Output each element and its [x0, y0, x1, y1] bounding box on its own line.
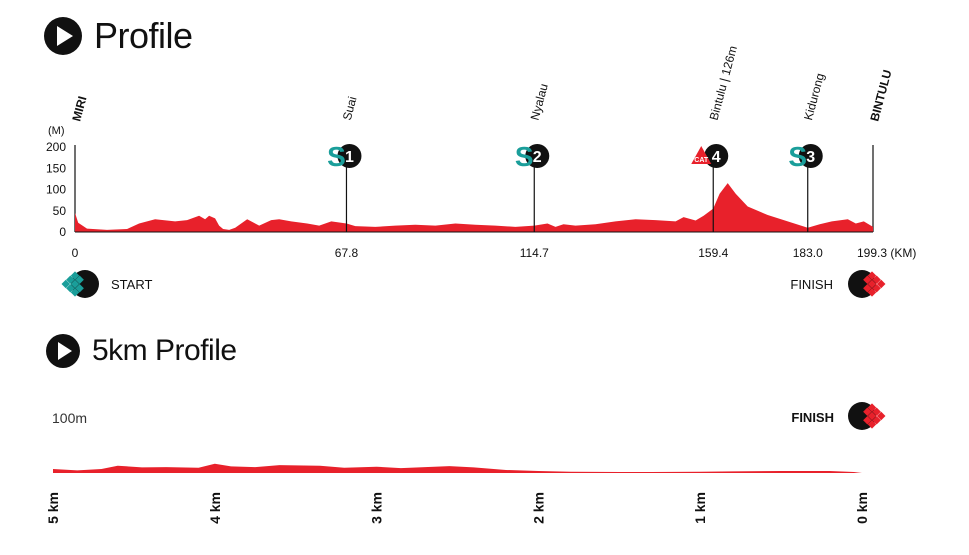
y-reference-label: 100m	[52, 410, 87, 426]
x-tick-label-5km: 2 km	[530, 492, 546, 524]
elevation-area	[75, 183, 873, 232]
marker-badge-number: 1	[345, 149, 354, 166]
marker-badge-number: 3	[806, 149, 815, 166]
marker-badge-number: 4	[712, 149, 721, 166]
x-tick-label: 114.7	[520, 246, 549, 260]
y-axis-label: (M)	[48, 125, 65, 137]
x-tick-label-5km: 4 km	[207, 492, 223, 524]
profile-heading: Profile	[44, 15, 193, 57]
marker-name: Nyalau	[528, 82, 551, 122]
finish-flag-icon-5km	[848, 402, 886, 430]
x-tick-label: 183.0	[793, 246, 823, 260]
start-flag-icon	[61, 270, 99, 298]
x-tick-label: 67.8	[335, 246, 359, 260]
play-icon	[46, 334, 80, 368]
x-tick-label-5km: 5 km	[45, 492, 61, 524]
climb-triangle-icon	[691, 146, 712, 164]
marker-sprint-3: Kidurong S 3	[788, 72, 827, 232]
x-tick-label-5km: 3 km	[369, 492, 385, 524]
marker-name: Bintulu | 126m	[707, 44, 740, 122]
y-tick-label: 200	[46, 140, 66, 154]
marker-badge-circle	[337, 144, 362, 168]
y-tick-label: 0	[59, 225, 66, 239]
climb-badge-label: CAT	[694, 157, 709, 164]
y-tick-label: 100	[46, 183, 66, 197]
x-tick-label-5km: 1 km	[692, 492, 708, 524]
finish-flag-icon	[848, 270, 886, 298]
marker-badge-number: 2	[533, 149, 542, 166]
start-town-label: MIRI	[69, 95, 89, 123]
sprint-badge-letter: S	[788, 141, 807, 172]
marker-name: Kidurong	[801, 72, 827, 122]
x-tick-label: 199.3 (KM)	[857, 246, 916, 260]
sprint-badge-letter: S	[327, 141, 346, 172]
profile-title: Profile	[94, 15, 193, 56]
finish-label: FINISH	[790, 277, 833, 292]
marker-name: Suai	[340, 95, 360, 122]
profile-5km-title: 5km Profile	[92, 334, 237, 367]
finish-town-label: BINTULU	[867, 68, 894, 123]
finish-label-5km: FINISH	[791, 410, 834, 425]
marker-badge-circle	[798, 144, 823, 168]
y-tick-label: 50	[53, 204, 67, 218]
marker-badge-circle	[525, 144, 550, 168]
x-tick-label: 0	[72, 246, 79, 260]
play-icon	[44, 17, 82, 55]
x-tick-label: 159.4	[698, 246, 728, 260]
marker-sprint-1: Suai S 1	[327, 95, 362, 232]
elevation-area-5km	[53, 463, 862, 473]
profile-5km-heading: 5km Profile	[46, 334, 237, 368]
start-label: START	[111, 277, 152, 292]
marker-badge-circle	[704, 144, 729, 168]
marker-sprint-2: Nyalau S 2	[515, 82, 551, 232]
x-tick-label-5km: 0 km	[854, 492, 870, 524]
y-tick-label: 150	[46, 161, 66, 175]
sprint-badge-letter: S	[515, 141, 534, 172]
